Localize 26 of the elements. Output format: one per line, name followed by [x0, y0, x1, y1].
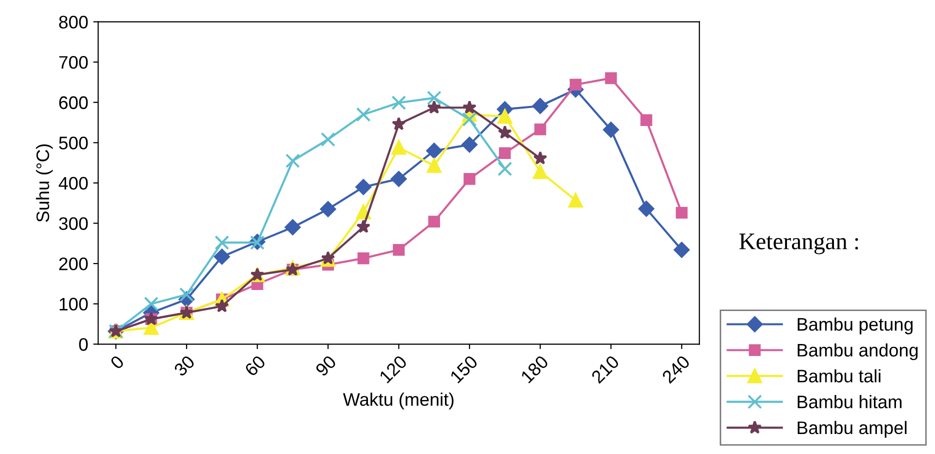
x-tick-label: 180	[520, 354, 550, 384]
y-tick-label: 300	[59, 217, 88, 230]
x-tick-label: 120	[378, 354, 408, 384]
y-tick-label: 400	[58, 176, 88, 190]
y-tick-label: 600	[59, 96, 88, 110]
legend-label: Bambu petung	[798, 317, 913, 334]
y-tick-label: 200	[59, 257, 88, 270]
legend-label: Bambu hitam	[798, 395, 902, 408]
legend-title: Keterangan :	[739, 234, 858, 254]
x-tick-label: 240	[661, 354, 691, 384]
x-tick-label: 60	[244, 354, 266, 377]
legend-label: Bambu tali	[798, 369, 880, 382]
legend-label: Bambu ampel	[798, 420, 906, 438]
x-axis-title: Waktu (menit)	[343, 392, 454, 410]
x-tick-label: 30	[173, 354, 196, 377]
legend-label: Bambu andong	[798, 343, 918, 360]
y-tick-label: 0	[79, 338, 88, 351]
x-tick-label: 90	[314, 354, 337, 377]
x-tick-label: 0	[110, 354, 125, 370]
x-tick-label: 210	[590, 354, 620, 384]
y-axis-title: Suhu (°C)	[36, 144, 53, 222]
y-tick-label: 700	[59, 56, 88, 69]
y-tick-label: 100	[60, 298, 88, 311]
x-tick-label: 150	[450, 354, 478, 384]
y-tick-label: 500	[59, 136, 88, 150]
y-tick-label: 800	[59, 16, 88, 29]
